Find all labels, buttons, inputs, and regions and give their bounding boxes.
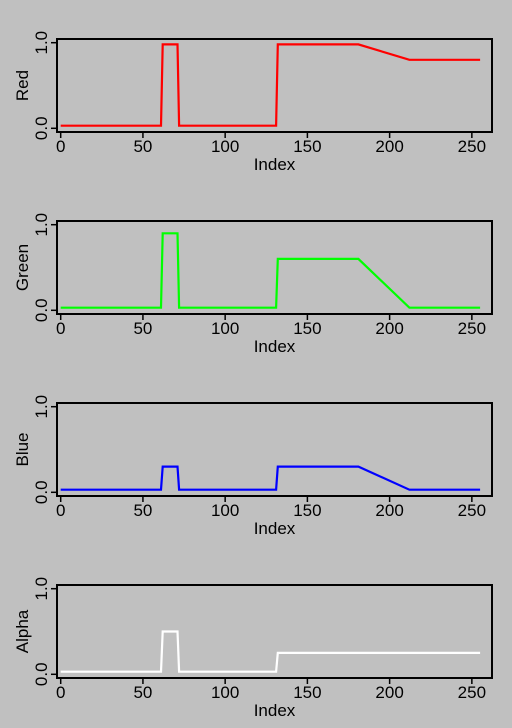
x-tick-label: 200 [375,683,403,702]
x-tick-label: 250 [458,683,486,702]
x-tick-label: 0 [56,501,65,520]
x-tick-label: 100 [211,137,239,156]
y-tick-label: 1.0 [32,577,51,601]
x-tick-label: 50 [133,501,152,520]
panel-alpha: 0 50 100 150 200 250 0.0 1.0 Index Alpha [13,577,493,720]
x-axis-label: Index [254,519,296,538]
panel-blue: 0 50 100 150 200 250 0.0 1.0 Index Blue [13,395,493,538]
x-tick-label: 0 [56,137,65,156]
x-tick-label: 50 [133,683,152,702]
plot-frame [56,38,493,133]
x-tick-label: 100 [211,501,239,520]
y-axis-label: Green [13,244,32,291]
series-line-red [60,43,481,127]
x-axis-label: Index [254,337,296,356]
x-tick-label: 150 [293,683,321,702]
series-line-alpha [60,630,481,673]
x-tick-label: 0 [56,319,65,338]
y-tick-label: 0.0 [32,116,51,140]
series-line-green [60,232,481,309]
y-tick-label: 0.0 [32,298,51,322]
x-tick-label: 200 [375,501,403,520]
y-axis-label: Red [13,70,32,101]
plot-frame [56,402,493,497]
x-tick-label: 250 [458,137,486,156]
plot-frame [56,584,493,679]
panel-green: 0 50 100 150 200 250 0.0 1.0 Index Green [13,213,493,356]
x-tick-label: 200 [375,137,403,156]
series-line-blue [60,465,481,491]
x-tick-label: 0 [56,683,65,702]
x-axis-label: Index [254,701,296,720]
x-tick-label: 100 [211,319,239,338]
x-tick-label: 150 [293,501,321,520]
x-tick-label: 200 [375,319,403,338]
panel-red: 0 50 100 150 200 250 0.0 1.0 Index Red [13,31,493,174]
y-tick-label: 0.0 [32,662,51,686]
y-axis-label: Blue [13,432,32,466]
x-axis-label: Index [254,155,296,174]
x-tick-label: 50 [133,137,152,156]
y-tick-label: 1.0 [32,213,51,237]
y-tick-label: 1.0 [32,31,51,55]
plot-frame [56,220,493,315]
x-tick-label: 150 [293,137,321,156]
x-tick-label: 150 [293,319,321,338]
y-axis-label: Alpha [13,609,32,653]
y-tick-label: 1.0 [32,395,51,419]
y-tick-label: 0.0 [32,480,51,504]
x-tick-label: 250 [458,319,486,338]
x-tick-label: 100 [211,683,239,702]
x-tick-label: 250 [458,501,486,520]
x-tick-label: 50 [133,319,152,338]
